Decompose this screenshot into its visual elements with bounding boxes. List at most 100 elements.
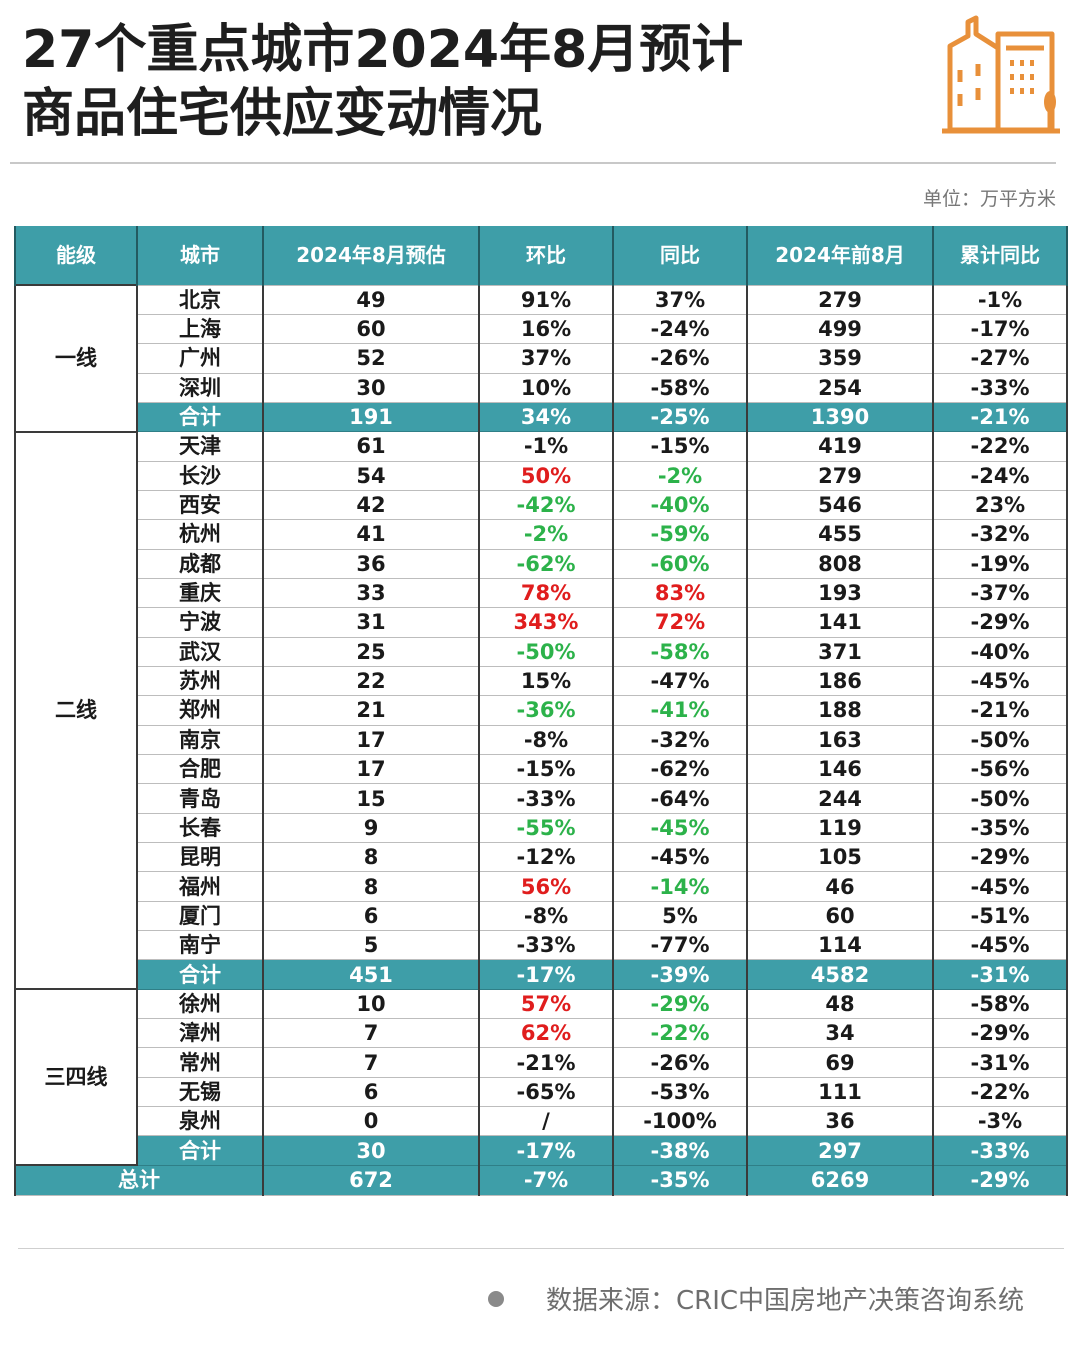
ytd-cell: 111 [746, 1076, 934, 1108]
ytd-cell: 46 [746, 871, 934, 902]
subtotal-mom: -17% [478, 959, 614, 990]
grand-total-cumulative-yoy: -29% [932, 1164, 1068, 1196]
aug-estimate-cell: 41 [262, 519, 480, 550]
cumulative-yoy-cell: -24% [932, 460, 1068, 491]
ytd-cell: 36 [746, 1106, 934, 1137]
city-cell: 南京 [136, 724, 264, 756]
city-cell: 南宁 [136, 930, 264, 961]
yoy-cell: -59% [612, 519, 748, 550]
aug-estimate-cell: 54 [262, 460, 480, 491]
cumulative-yoy-cell: -37% [932, 577, 1068, 609]
tier-label: 二线 [14, 430, 138, 991]
table-row: 青岛 15 -33% -64% 244 -50% [15, 783, 1068, 814]
supply-table: 能级 城市 2024年8月预估 环比 同比 2024年前8月 累计同比 一线 北京… [14, 226, 1068, 1196]
cumulative-yoy-cell: -31% [932, 1047, 1068, 1078]
cumulative-yoy-cell: -50% [932, 724, 1068, 756]
subtotal-row: 合计 451 -17% -39% 4582 -31% [15, 959, 1068, 990]
ytd-cell: 114 [746, 930, 934, 961]
city-cell: 昆明 [136, 842, 264, 873]
city-cell: 无锡 [136, 1076, 264, 1108]
header-yoy: 同比 [612, 226, 748, 285]
city-cell: 杭州 [136, 519, 264, 550]
yoy-cell: 5% [612, 900, 748, 932]
subtotal-label: 合计 [136, 959, 264, 990]
yoy-cell: -26% [612, 343, 748, 374]
tier-label: 一线 [14, 284, 138, 433]
city-cell: 常州 [136, 1047, 264, 1078]
yoy-cell: -64% [612, 783, 748, 814]
yoy-cell: -22% [612, 1018, 748, 1049]
cumulative-yoy-cell: -45% [932, 930, 1068, 961]
cumulative-yoy-cell: -45% [932, 665, 1068, 697]
subtotal-row: 合计 30 -17% -38% 297 -33% [15, 1135, 1068, 1166]
subtotal-cumulative-yoy: -33% [932, 1135, 1068, 1166]
table-row: 福州 8 56% -14% 46 -45% [15, 871, 1068, 902]
grand-total-label: 总计 [14, 1164, 264, 1196]
city-cell: 合肥 [136, 753, 264, 785]
subtotal-mom: 34% [478, 401, 614, 433]
grand-total-row: 总计 672 -7% -35% 6269 -29% [14, 1164, 1068, 1196]
source-text: 数据来源：CRIC中国房地产决策咨询系统 [546, 1286, 1025, 1316]
city-cell: 宁波 [136, 607, 264, 638]
ytd-cell: 188 [746, 695, 934, 726]
cumulative-yoy-cell: -56% [932, 753, 1068, 785]
yoy-cell: 72% [612, 607, 748, 638]
subtotal-ytd: 4582 [746, 959, 934, 990]
ytd-cell: 359 [746, 343, 934, 374]
header-tier: 能级 [14, 226, 138, 285]
aug-estimate-cell: 49 [262, 284, 480, 315]
subtotal-aug-estimate: 30 [262, 1135, 480, 1166]
aug-estimate-cell: 52 [262, 343, 480, 374]
table-header-row: 能级 城市 2024年8月预估 环比 同比 2024年前8月 累计同比 [14, 226, 1068, 285]
city-cell: 徐州 [136, 988, 264, 1020]
header-ytd: 2024年前8月 [746, 226, 934, 285]
subtotal-ytd: 1390 [746, 401, 934, 433]
aug-estimate-cell: 17 [262, 753, 480, 785]
mom-cell: 16% [478, 313, 614, 345]
cumulative-yoy-cell: -19% [932, 548, 1068, 579]
yoy-cell: 37% [612, 284, 748, 315]
cumulative-yoy-cell: -29% [932, 842, 1068, 873]
city-cell: 成都 [136, 548, 264, 579]
yoy-cell: -15% [612, 431, 748, 462]
table-row: 杭州 41 -2% -59% 455 -32% [15, 519, 1068, 550]
cumulative-yoy-cell: -22% [932, 431, 1068, 462]
aug-estimate-cell: 21 [262, 695, 480, 726]
grand-total-ytd: 6269 [746, 1164, 934, 1196]
table-row: 一线 北京 49 91% 37% 279 -1% [14, 284, 1068, 433]
yoy-cell: 83% [612, 577, 748, 609]
city-cell: 漳州 [136, 1018, 264, 1049]
ytd-cell: 193 [746, 577, 934, 609]
ytd-cell: 119 [746, 812, 934, 844]
table-row: 南京 17 -8% -32% 163 -50% [15, 724, 1068, 756]
cumulative-yoy-cell: -50% [932, 783, 1068, 814]
city-cell: 泉州 [136, 1106, 264, 1137]
mom-cell: -62% [478, 548, 614, 579]
yoy-cell: -41% [612, 695, 748, 726]
yoy-cell: -2% [612, 460, 748, 491]
city-buildings-icon [942, 15, 1060, 134]
subtotal-yoy: -25% [612, 401, 748, 433]
aug-estimate-cell: 10 [262, 988, 480, 1020]
yoy-cell: -58% [612, 636, 748, 667]
cumulative-yoy-cell: -58% [932, 988, 1068, 1020]
subtotal-aug-estimate: 191 [262, 401, 480, 433]
aug-estimate-cell: 5 [262, 930, 480, 961]
ytd-cell: 499 [746, 313, 934, 345]
aug-estimate-cell: 61 [262, 431, 480, 462]
ytd-cell: 60 [746, 900, 934, 932]
mom-cell: -42% [478, 489, 614, 521]
ytd-cell: 105 [746, 842, 934, 873]
table-row: 广州 52 37% -26% 359 -27% [15, 343, 1068, 374]
table-row: 武汉 25 -50% -58% 371 -40% [15, 636, 1068, 667]
aug-estimate-cell: 42 [262, 489, 480, 521]
aug-estimate-cell: 30 [262, 372, 480, 403]
mom-cell: 78% [478, 577, 614, 609]
mom-cell: 56% [478, 871, 614, 902]
tier-label: 三四线 [14, 988, 138, 1167]
cumulative-yoy-cell: -35% [932, 812, 1068, 844]
aug-estimate-cell: 60 [262, 313, 480, 345]
cumulative-yoy-cell: -33% [932, 372, 1068, 403]
table-row: 南宁 5 -33% -77% 114 -45% [15, 930, 1068, 961]
title-line-1: 27个重点城市2024年8月预计 [22, 20, 744, 80]
